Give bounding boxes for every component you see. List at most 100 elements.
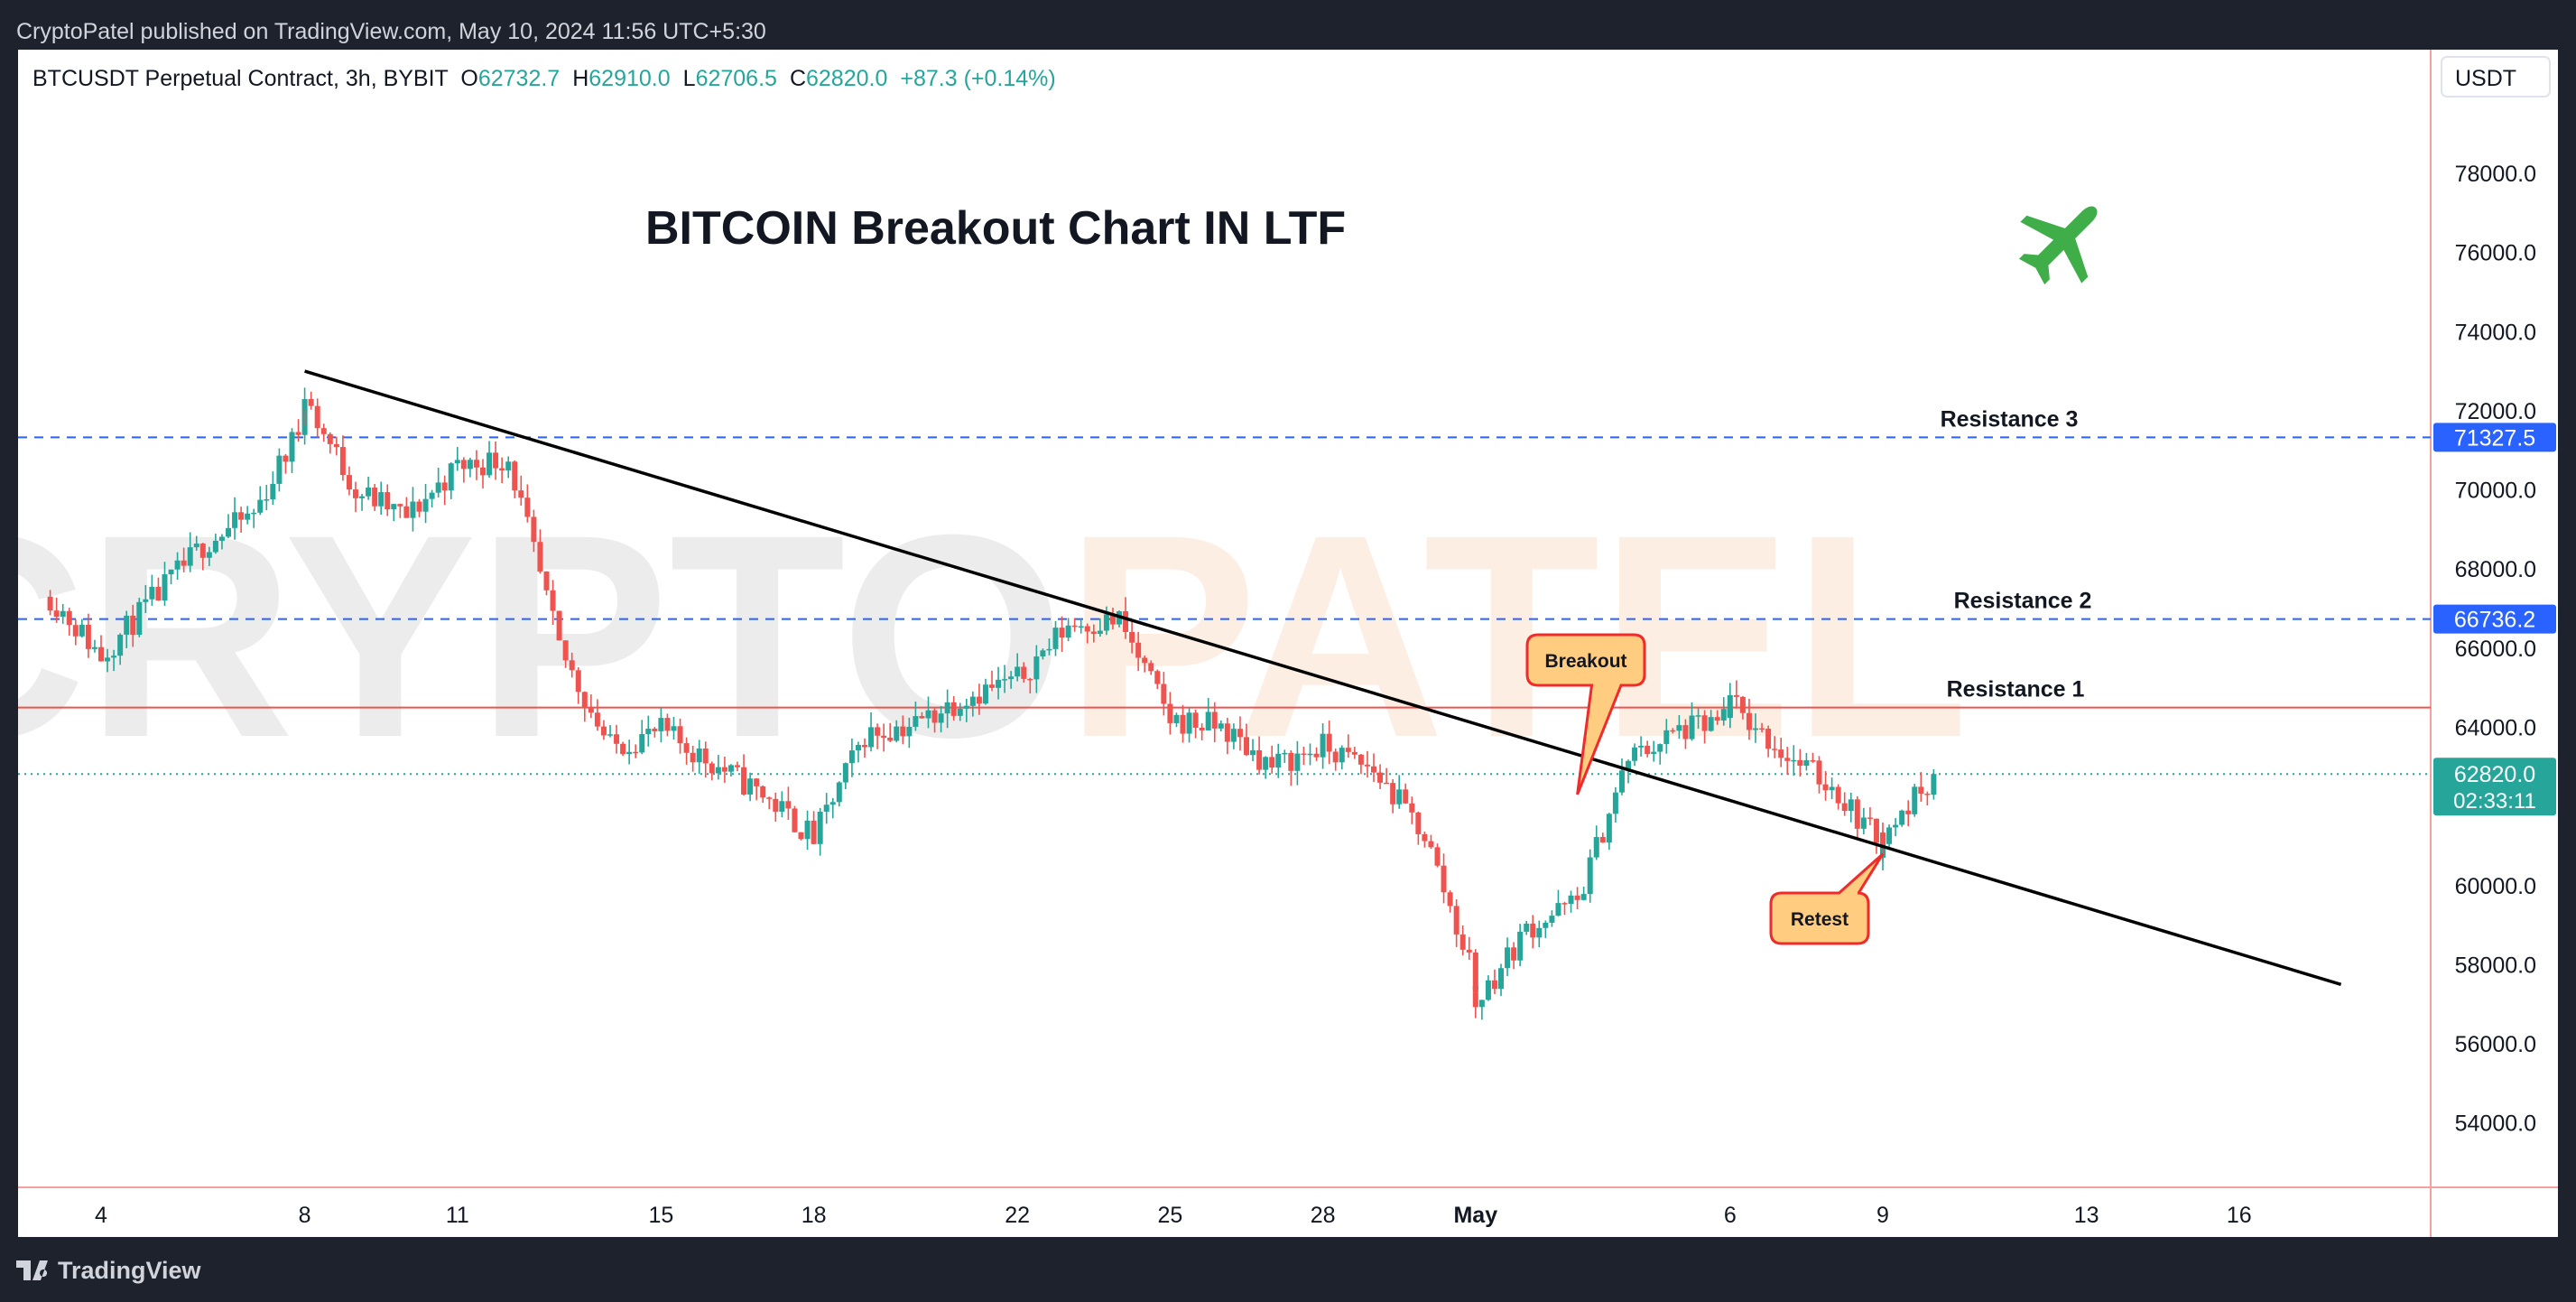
candle-body — [950, 702, 957, 716]
candle-body — [881, 735, 887, 738]
candle-body — [1695, 715, 1701, 717]
candle-body — [709, 763, 715, 774]
candle-body — [1109, 614, 1116, 625]
tradingview-brand[interactable]: TradingView — [16, 1255, 201, 1286]
candle-body — [1472, 992, 1478, 1008]
candle-body — [1301, 753, 1307, 756]
candle-body — [85, 624, 91, 649]
candle-body — [1485, 980, 1491, 1000]
candle-body — [1282, 752, 1288, 755]
y-tick-label: 60000.0 — [2455, 874, 2536, 899]
candle-body — [633, 751, 639, 754]
svg-text:BTCUSDT Perpetual Contract, 3h: BTCUSDT Perpetual Contract, 3h, BYBIT O62… — [32, 66, 1056, 91]
candle-body — [1015, 666, 1021, 677]
candle-body — [124, 615, 130, 635]
candle-body — [823, 804, 829, 812]
candle-body — [295, 432, 301, 435]
candle-body — [658, 718, 664, 731]
candle-body — [1345, 748, 1351, 752]
candle-body — [1543, 922, 1549, 928]
candle-body — [773, 798, 779, 812]
candle-body — [1835, 786, 1841, 804]
candle-body — [1822, 784, 1829, 791]
candle-body — [1676, 725, 1682, 731]
candle-body — [1632, 747, 1638, 761]
candle-body — [416, 501, 422, 512]
candle-body — [575, 670, 581, 693]
candle-body — [1931, 774, 1937, 795]
candle-body — [652, 729, 658, 731]
candle-body — [1580, 894, 1587, 900]
candle-body — [1670, 730, 1676, 732]
candle-body — [963, 705, 969, 709]
candle-body — [562, 640, 569, 661]
candle-body — [301, 398, 308, 411]
currency-selector[interactable]: USDT — [2441, 56, 2551, 98]
candle-body — [1307, 753, 1313, 756]
candle-body — [1867, 817, 1873, 819]
candle-body — [1173, 714, 1180, 723]
resistance-label-3: Resistance 1 — [1947, 677, 2085, 702]
svg-text:71327.5: 71327.5 — [2454, 425, 2535, 451]
candle-body — [289, 432, 295, 462]
candle-body — [569, 660, 575, 671]
candle-body — [741, 767, 747, 795]
candle-body — [1593, 837, 1599, 858]
candle-body — [1224, 723, 1230, 742]
y-tick-label: 66000.0 — [2455, 637, 2536, 662]
candle-body — [111, 656, 117, 658]
svg-text:66736.2: 66736.2 — [2454, 608, 2535, 633]
legend-symbol: BTCUSDT Perpetual Contract, 3h, BYBIT — [32, 66, 449, 91]
candle-body — [66, 610, 72, 626]
chart-area[interactable]: CRYPTO PATEL Resistance 3 Resistance 2 Res… — [0, 50, 2558, 1237]
candle-body — [72, 625, 79, 637]
candle-body — [690, 752, 696, 763]
x-tick-label: 28 — [1311, 1203, 1336, 1228]
candle-body — [53, 610, 60, 618]
candle-body — [1256, 749, 1263, 770]
candle-body — [976, 696, 982, 704]
candle-body — [1924, 793, 1931, 795]
candle-body — [353, 489, 358, 498]
candle-body — [130, 615, 136, 636]
candle-body — [1192, 712, 1199, 728]
candle-body — [320, 428, 327, 434]
candle-body — [1886, 827, 1893, 844]
candle-body — [1263, 757, 1269, 770]
y-tick-label: 74000.0 — [2455, 320, 2536, 345]
candle-body — [1339, 748, 1345, 763]
x-tick-label: 8 — [299, 1203, 311, 1228]
candle-body — [493, 452, 499, 469]
y-tick-label: 68000.0 — [2455, 557, 2536, 582]
candle-body — [1205, 711, 1211, 730]
bar-countdown: 02:33:11 — [2453, 789, 2536, 814]
candle-body — [168, 569, 174, 575]
candle-body — [1167, 703, 1173, 723]
candle-body — [645, 729, 652, 735]
candle-body — [1791, 759, 1797, 762]
candle-body — [1784, 758, 1791, 761]
candle-body — [1351, 751, 1357, 755]
y-tick-label: 56000.0 — [2455, 1032, 2536, 1057]
candle-body — [683, 743, 690, 753]
legend-close-value: 62820.0 — [806, 66, 887, 91]
candle-body — [913, 716, 919, 727]
svg-text:62820.0: 62820.0 — [2454, 762, 2535, 787]
candle-body — [391, 504, 397, 510]
published-header: CryptoPatel published on TradingView.com… — [16, 19, 766, 44]
candle-body — [47, 596, 53, 611]
candle-body — [378, 492, 385, 507]
candle-body — [1071, 625, 1078, 628]
airplane-icon — [2018, 206, 2098, 285]
chart-svg[interactable]: CRYPTO PATEL Resistance 3 Resistance 2 Res… — [0, 50, 2558, 1237]
candle-body — [1230, 729, 1237, 742]
candle-body — [804, 820, 811, 840]
candle-body — [1090, 631, 1097, 635]
candle-body — [1645, 746, 1651, 755]
candle-body — [486, 452, 493, 476]
candle-body — [1371, 766, 1376, 773]
candle-body — [1759, 728, 1765, 730]
resistance-label-2: Resistance 2 — [1954, 589, 2092, 614]
candle-body — [1269, 757, 1275, 768]
